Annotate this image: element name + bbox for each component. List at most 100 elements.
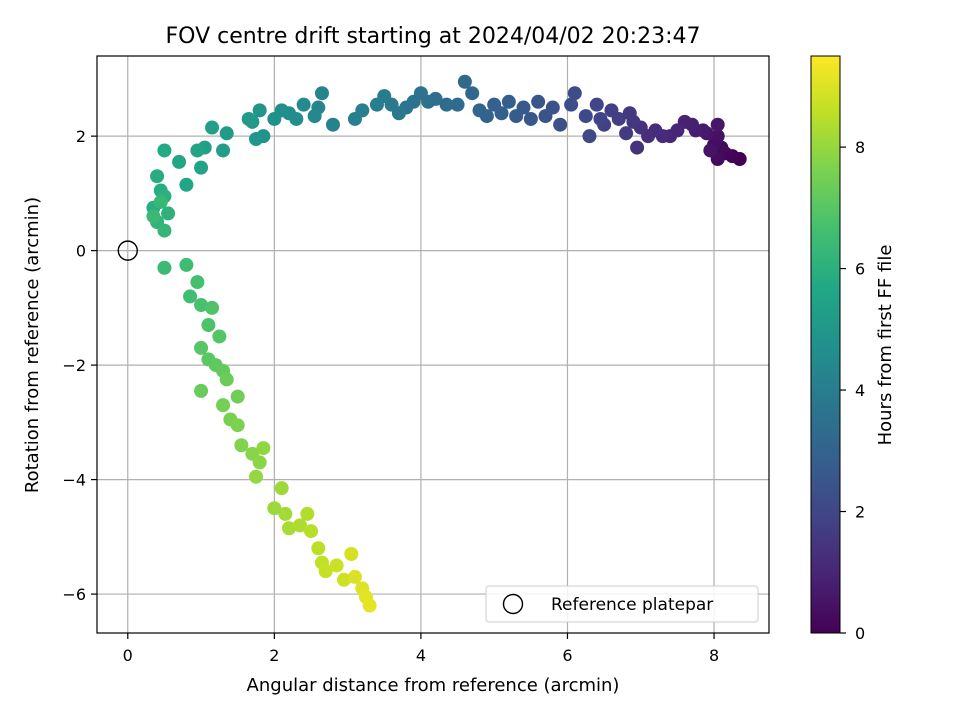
data-point [146,209,161,224]
data-point [439,97,454,112]
data-point [219,372,234,387]
data-point [278,506,293,521]
data-point [216,143,231,158]
data-point [267,111,282,126]
data-point [303,524,318,539]
data-point [216,398,231,413]
data-point [212,329,227,344]
data-point [219,126,234,141]
colorbar-gradient [810,55,841,634]
data-point [252,103,267,118]
data-point [347,111,362,126]
data-point [347,569,362,584]
data-point [450,97,465,112]
data-point [538,109,553,124]
data-point [487,97,502,112]
colorbar-tick-label: 2 [855,503,865,522]
data-point [630,140,645,155]
x-axis-ticks: 0 2 4 6 8 [123,633,719,665]
chart-title: FOV centre drift starting at 2024/04/02 … [166,24,701,49]
data-point [249,132,264,147]
data-point [314,86,329,101]
colorbar-label: Hours from first FF file [875,245,896,446]
data-point [241,111,256,126]
data-point [201,318,216,333]
data-point [183,289,198,304]
data-points [146,74,747,613]
data-point [179,177,194,192]
data-point [604,103,619,118]
data-point [190,143,205,158]
data-point [593,111,608,126]
reference-layer [117,240,138,261]
data-point [457,74,472,89]
data-point [194,383,209,398]
data-point [589,97,604,112]
data-point [501,94,516,109]
data-point [710,117,725,132]
data-point [578,109,593,124]
data-point [282,521,296,536]
data-point [531,94,546,109]
data-point [157,143,172,158]
colorbar: 0 2 4 6 8 Hours from first FF file [810,55,896,643]
data-point [553,117,568,132]
data-point [230,389,245,404]
data-point [161,206,176,221]
data-point [194,340,209,355]
data-point [252,455,267,470]
y-axis-label: Rotation from reference (arcmin) [22,197,43,493]
x-tick-label: 0 [123,646,133,665]
y-tick-label: −4 [62,471,86,490]
data-point [172,154,187,169]
colorbar-tick-label: 6 [855,260,865,279]
legend-box [485,585,759,623]
data-point [205,300,220,315]
data-point [344,547,359,562]
colorbar-tick-label: 4 [855,381,865,400]
colorbar-ticks: 0 2 4 6 8 [840,138,865,643]
x-tick-label: 6 [562,646,572,665]
data-point [619,126,634,141]
data-point [318,564,333,579]
data-point [230,418,245,433]
data-point [292,518,307,533]
data-point [369,97,384,112]
data-point [153,194,168,209]
x-tick-label: 4 [416,646,426,665]
data-point [703,143,718,158]
legend: Reference platepar [485,585,759,623]
colorbar-tick-label: 8 [855,138,865,157]
data-point [564,97,579,112]
data-point [472,103,487,118]
data-point [256,441,271,456]
data-point [267,501,282,516]
data-point [567,86,582,101]
data-point [190,275,205,290]
data-point [157,223,172,238]
data-point [300,506,315,521]
data-point [465,86,480,101]
y-axis-ticks: 2 0 −2 −4 −6 [62,127,97,604]
y-tick-label: −2 [62,356,86,375]
colorbar-tick-label: 0 [855,624,865,643]
data-point [307,109,322,124]
reference-platepar-marker [117,240,138,261]
data-point [179,257,194,272]
data-point [329,558,344,573]
y-tick-label: −6 [62,585,86,604]
data-point [509,109,524,124]
plot-frame [96,55,770,634]
x-tick-label: 8 [709,646,719,665]
data-point [274,481,289,496]
legend-reference-marker [502,593,524,615]
x-tick-label: 2 [269,646,279,665]
data-point [325,117,340,132]
data-point [194,160,209,175]
data-point [523,111,538,126]
data-point [249,469,264,484]
data-point [336,572,351,587]
data-point [362,598,377,613]
data-point [234,438,249,453]
